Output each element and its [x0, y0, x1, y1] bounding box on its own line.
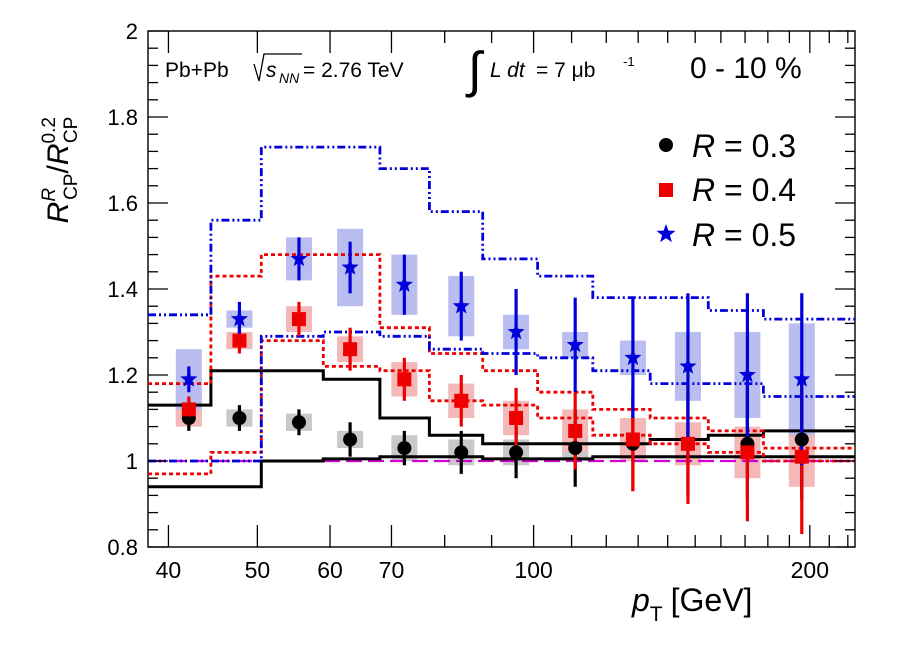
y-axis-title: RRCP/R0.2CP [39, 117, 82, 224]
sqrt-symbol [253, 53, 302, 82]
point-series-1-3 [343, 342, 358, 357]
x-tick-label: 60 [317, 557, 343, 583]
point-series-1-11 [794, 449, 809, 464]
stat-error-bars [187, 237, 804, 535]
point-series-0-7 [568, 441, 583, 456]
legend: R = 0.3 R = 0.4 R = 0.5 [656, 128, 796, 253]
y-tick-label: 1.4 [107, 277, 138, 302]
lumi-exponent: -1 [623, 54, 635, 69]
point-series-0-1 [232, 411, 247, 425]
point-series-2-4 [395, 275, 413, 292]
point-series-0-3 [343, 432, 358, 447]
point-series-1-9 [680, 436, 695, 451]
integral-sign-icon: ∫ [465, 42, 485, 98]
svg-text:RRCP/R0.2CP: RRCP/R0.2CP [39, 117, 82, 224]
point-series-2-5 [452, 297, 470, 314]
y-tick-label: 1.6 [107, 191, 138, 216]
y-tick-label: 1.2 [107, 363, 138, 388]
point-series-0-6 [509, 445, 524, 460]
point-series-2-6 [507, 323, 525, 340]
x-axis-title: pT [GeV] [631, 582, 752, 626]
y-tick-label: 0.8 [107, 535, 138, 560]
energy-value: = 2.76 TeV [303, 59, 404, 82]
point-series-0-11 [794, 432, 809, 447]
lumi-label: L dt [490, 59, 526, 82]
point-series-2-3 [341, 258, 359, 275]
sqrt-s-subscript: NN [279, 70, 300, 86]
point-series-1-2 [291, 312, 306, 327]
axis-ticks [148, 30, 855, 548]
lumi-value: = 7 μb [536, 59, 595, 82]
theory-band-0-upper [148, 369, 855, 446]
point-series-2-9 [679, 357, 697, 374]
legend-label-r03: R = 0.3 [692, 128, 796, 164]
legend-marker-r05 [656, 224, 676, 243]
point-series-2-1 [230, 310, 248, 327]
theory-band-1-upper [148, 253, 855, 450]
point-series-2-10 [738, 366, 756, 383]
point-series-1-0 [181, 402, 196, 417]
point-series-1-10 [740, 445, 755, 460]
point-series-1-6 [509, 411, 524, 425]
y-tick-label: 1 [126, 449, 138, 474]
theory-band-2-upper [148, 145, 855, 321]
point-series-2-7 [566, 335, 584, 353]
point-series-0-4 [397, 441, 412, 456]
point-series-2-8 [624, 348, 642, 366]
data-points [180, 249, 811, 464]
legend-label-r04: R = 0.4 [692, 172, 796, 208]
legend-marker-r04 [659, 183, 673, 197]
x-tick-label: 70 [379, 557, 405, 583]
point-series-1-5 [454, 393, 469, 408]
y-tick-label: 2 [126, 19, 138, 44]
point-series-0-5 [454, 445, 469, 460]
point-series-2-11 [793, 370, 811, 387]
point-series-2-0 [180, 370, 198, 387]
legend-label-r05: R = 0.5 [692, 217, 796, 253]
x-tick-label: 200 [791, 557, 829, 583]
axis-tick-labels: 0.8 1 1.2 1.4 1.6 1.8 2 40 50 60 70 100 200 [107, 19, 829, 583]
point-series-0-2 [291, 415, 306, 430]
point-series-2-2 [290, 249, 308, 267]
point-series-1-1 [232, 333, 247, 348]
y-tick-label: 1.8 [107, 105, 138, 130]
annotation-energy: Pb+Pb [165, 59, 229, 82]
point-series-1-4 [397, 372, 412, 387]
x-tick-label: 40 [156, 557, 182, 583]
systematic-boxes [175, 228, 815, 487]
theory-band-2-lower [148, 330, 855, 463]
legend-marker-r03 [659, 138, 673, 152]
x-tick-label: 50 [245, 557, 271, 583]
point-series-1-8 [625, 432, 640, 447]
sqrt-s-label: s [266, 59, 277, 82]
centrality-label: 0 - 10 % [690, 52, 802, 85]
point-series-1-7 [568, 423, 583, 438]
x-tick-label: 100 [514, 557, 552, 583]
